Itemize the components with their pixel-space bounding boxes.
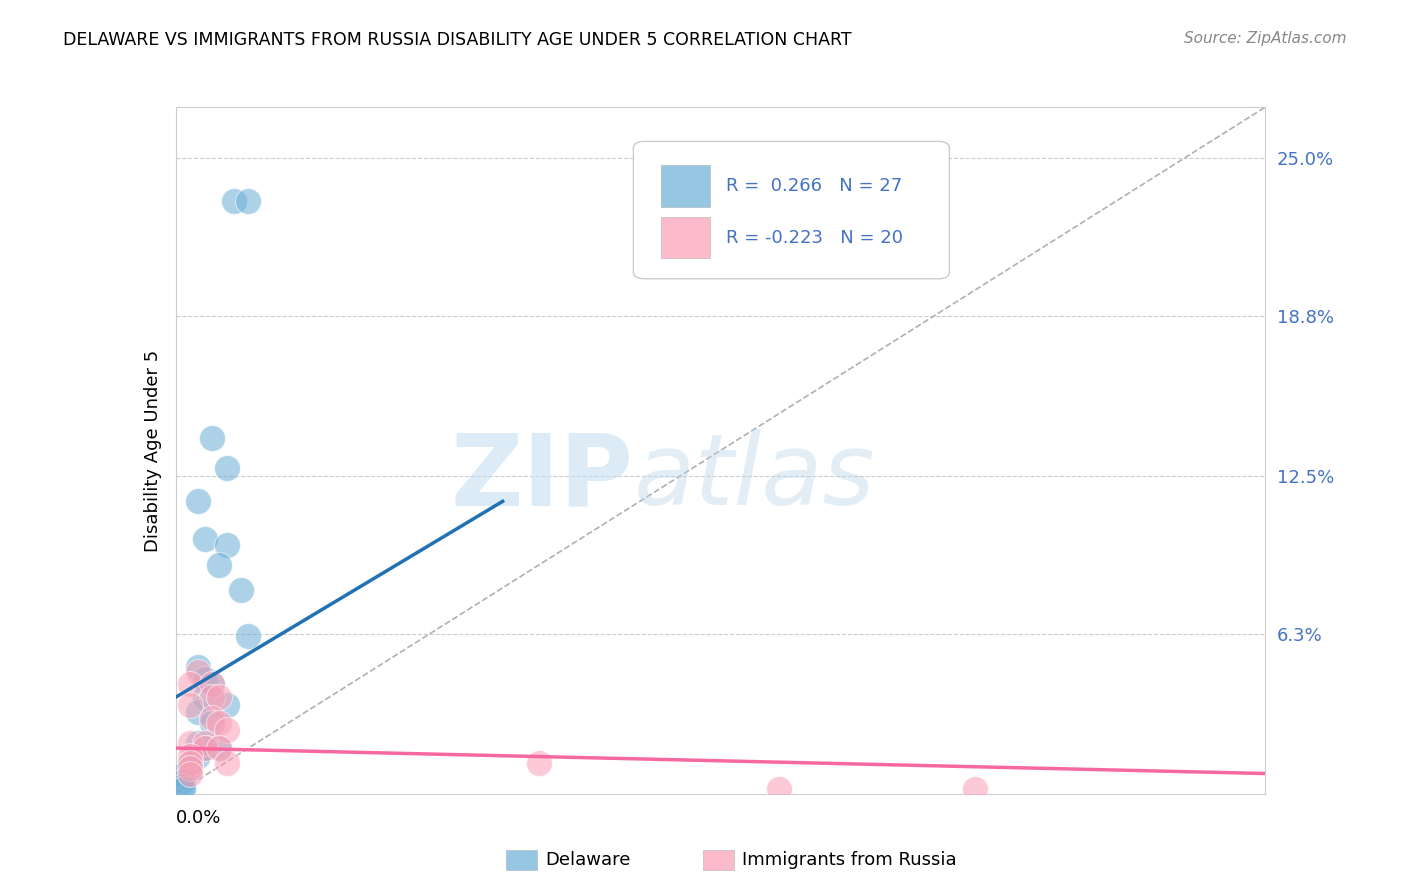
Text: Delaware: Delaware <box>546 851 631 869</box>
Point <box>194 741 217 756</box>
Point <box>194 736 217 750</box>
Point <box>215 723 238 738</box>
Point <box>179 766 201 780</box>
Point <box>179 756 201 771</box>
Point <box>179 748 201 763</box>
Point <box>179 736 201 750</box>
Point <box>215 538 238 552</box>
Text: Source: ZipAtlas.com: Source: ZipAtlas.com <box>1184 31 1347 46</box>
Point <box>201 690 224 705</box>
Point <box>172 781 194 796</box>
Point <box>186 748 209 763</box>
Point <box>201 715 224 730</box>
Point <box>208 715 231 730</box>
Text: atlas: atlas <box>633 429 875 526</box>
Point <box>215 461 238 475</box>
Point <box>768 781 790 796</box>
Point <box>172 774 194 789</box>
Point <box>186 494 209 508</box>
Point <box>201 677 224 691</box>
Point <box>186 665 209 679</box>
Point <box>963 781 986 796</box>
Point <box>194 690 217 705</box>
Point <box>238 194 260 209</box>
Point <box>179 698 201 712</box>
Y-axis label: Disability Age Under 5: Disability Age Under 5 <box>143 350 162 551</box>
Point <box>208 741 231 756</box>
Point <box>172 766 194 780</box>
Point <box>208 690 231 705</box>
Point <box>179 761 201 775</box>
Text: DELAWARE VS IMMIGRANTS FROM RUSSIA DISABILITY AGE UNDER 5 CORRELATION CHART: DELAWARE VS IMMIGRANTS FROM RUSSIA DISAB… <box>63 31 852 49</box>
FancyBboxPatch shape <box>633 141 949 278</box>
Bar <box>661 217 710 258</box>
Text: R =  0.266   N = 27: R = 0.266 N = 27 <box>725 177 903 195</box>
Point <box>172 779 194 793</box>
Point <box>186 659 209 673</box>
Point <box>208 558 231 572</box>
Text: R = -0.223   N = 20: R = -0.223 N = 20 <box>725 228 903 246</box>
Bar <box>661 165 710 207</box>
Point <box>186 736 209 750</box>
Text: Immigrants from Russia: Immigrants from Russia <box>742 851 957 869</box>
Point <box>201 677 224 691</box>
Point <box>215 756 238 771</box>
Point <box>238 629 260 643</box>
Point <box>215 698 238 712</box>
Point <box>186 706 209 720</box>
Point <box>194 673 217 687</box>
Point <box>179 677 201 691</box>
Point <box>208 741 231 756</box>
Text: 0.0%: 0.0% <box>176 809 221 827</box>
Point <box>201 710 224 724</box>
Point <box>222 194 245 209</box>
Point <box>194 533 217 547</box>
Point <box>231 583 253 598</box>
Text: ZIP: ZIP <box>450 429 633 526</box>
Point <box>201 431 224 445</box>
Point <box>527 756 550 771</box>
Point <box>179 761 201 775</box>
Point <box>194 741 217 756</box>
Point <box>179 756 201 771</box>
